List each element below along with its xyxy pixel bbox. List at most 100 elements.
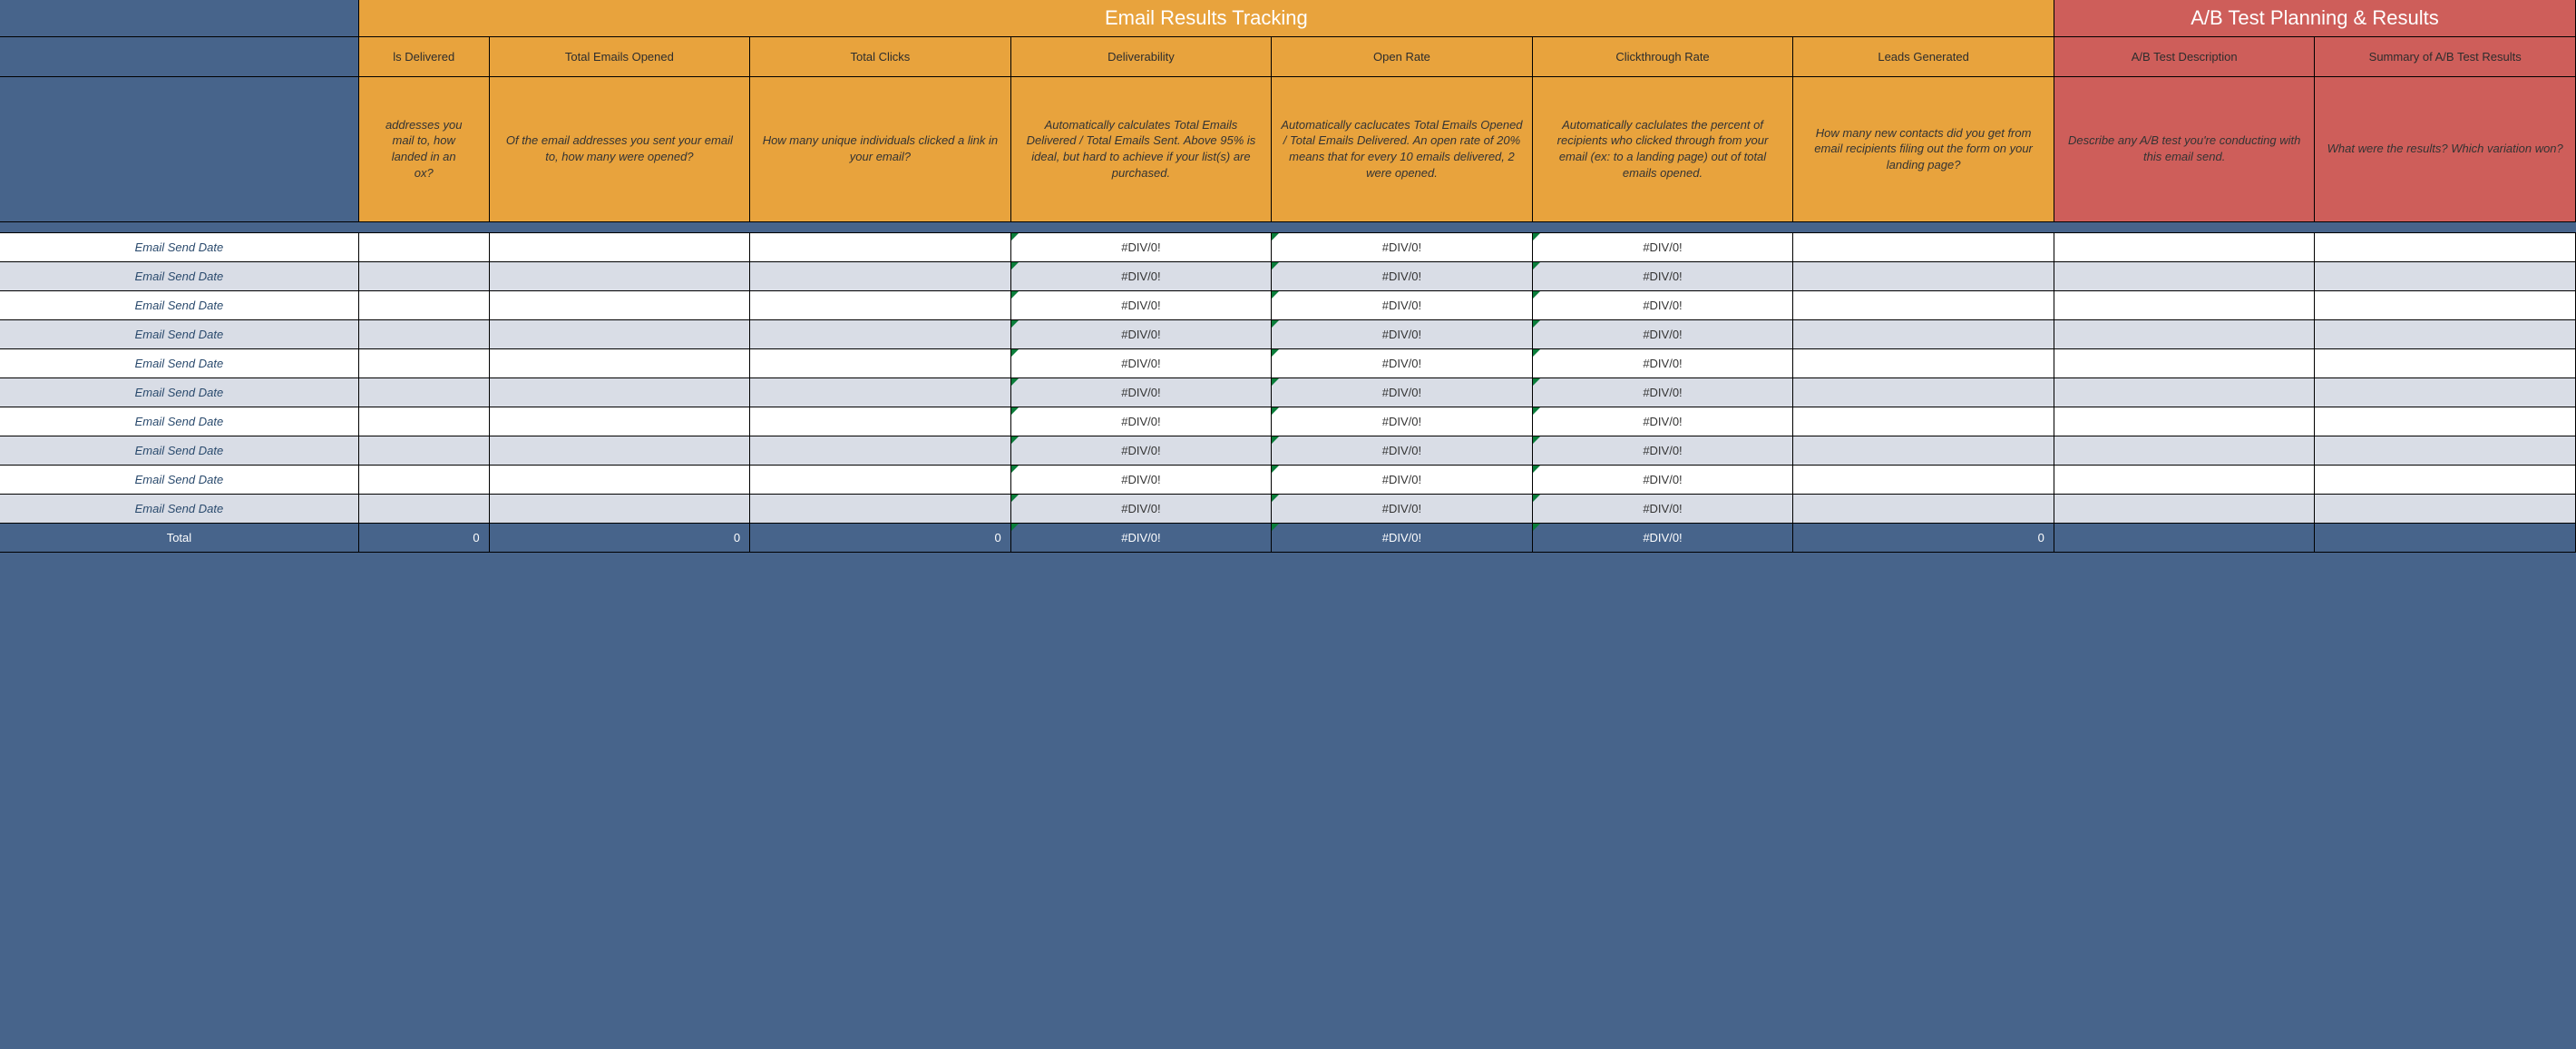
cell-ctr[interactable]: #DIV/0!	[1532, 348, 1793, 377]
desc-clicks[interactable]: How many unique individuals clicked a li…	[750, 76, 1011, 221]
cell-leads[interactable]	[1793, 232, 2054, 261]
cell-clicks[interactable]	[750, 232, 1011, 261]
cell-deliverability[interactable]: #DIV/0!	[1010, 319, 1272, 348]
desc-ab-desc[interactable]: Describe any A/B test you're conducting …	[2054, 76, 2315, 221]
cell-opened[interactable]	[489, 348, 750, 377]
cell-opened[interactable]	[489, 319, 750, 348]
cell-open-rate[interactable]: #DIV/0!	[1272, 232, 1533, 261]
header-ab-desc[interactable]: A/B Test Description	[2054, 36, 2315, 76]
cell-deliverability[interactable]: #DIV/0!	[1010, 407, 1272, 436]
blank-cell[interactable]	[0, 36, 358, 76]
cell-ab-desc[interactable]	[2054, 436, 2315, 465]
row-label[interactable]: Email Send Date	[0, 348, 358, 377]
cell-leads[interactable]	[1793, 465, 2054, 494]
desc-delivered[interactable]: addresses you mail to, how landed in an …	[358, 76, 489, 221]
cell-ab-desc[interactable]	[2054, 377, 2315, 407]
total-ctr[interactable]: #DIV/0!	[1532, 523, 1793, 552]
cell-deliverability[interactable]: #DIV/0!	[1010, 348, 1272, 377]
cell-ab-summary[interactable]	[2315, 232, 2576, 261]
cell-ab-summary[interactable]	[2315, 319, 2576, 348]
header-leads[interactable]: Leads Generated	[1793, 36, 2054, 76]
section-title-tracking[interactable]: Email Results Tracking	[358, 0, 2054, 36]
cell-open-rate[interactable]: #DIV/0!	[1272, 377, 1533, 407]
desc-ab-summary[interactable]: What were the results? Which variation w…	[2315, 76, 2576, 221]
blank-cell[interactable]	[0, 76, 358, 221]
cell-delivered[interactable]	[358, 494, 489, 523]
cell-ab-desc[interactable]	[2054, 261, 2315, 290]
cell-leads[interactable]	[1793, 407, 2054, 436]
cell-open-rate[interactable]: #DIV/0!	[1272, 348, 1533, 377]
desc-opened[interactable]: Of the email addresses you sent your ema…	[489, 76, 750, 221]
cell-open-rate[interactable]: #DIV/0!	[1272, 290, 1533, 319]
row-label[interactable]: Email Send Date	[0, 290, 358, 319]
total-open-rate[interactable]: #DIV/0!	[1272, 523, 1533, 552]
cell-delivered[interactable]	[358, 377, 489, 407]
desc-open-rate[interactable]: Automatically caclucates Total Emails Op…	[1272, 76, 1533, 221]
cell-ab-desc[interactable]	[2054, 494, 2315, 523]
cell-leads[interactable]	[1793, 377, 2054, 407]
cell-deliverability[interactable]: #DIV/0!	[1010, 261, 1272, 290]
header-ab-summary[interactable]: Summary of A/B Test Results	[2315, 36, 2576, 76]
cell-opened[interactable]	[489, 290, 750, 319]
row-label[interactable]: Email Send Date	[0, 377, 358, 407]
cell-opened[interactable]	[489, 407, 750, 436]
cell-ctr[interactable]: #DIV/0!	[1532, 465, 1793, 494]
total-label[interactable]: Total	[0, 523, 358, 552]
header-delivered[interactable]: ls Delivered	[358, 36, 489, 76]
cell-ab-desc[interactable]	[2054, 465, 2315, 494]
header-ctr[interactable]: Clickthrough Rate	[1532, 36, 1793, 76]
cell-delivered[interactable]	[358, 232, 489, 261]
cell-opened[interactable]	[489, 232, 750, 261]
cell-ctr[interactable]: #DIV/0!	[1532, 232, 1793, 261]
cell-ctr[interactable]: #DIV/0!	[1532, 494, 1793, 523]
header-deliverability[interactable]: Deliverability	[1010, 36, 1272, 76]
row-label[interactable]: Email Send Date	[0, 407, 358, 436]
cell-ab-desc[interactable]	[2054, 290, 2315, 319]
cell-opened[interactable]	[489, 465, 750, 494]
cell-clicks[interactable]	[750, 377, 1011, 407]
cell-clicks[interactable]	[750, 290, 1011, 319]
total-deliverability[interactable]: #DIV/0!	[1010, 523, 1272, 552]
cell-deliverability[interactable]: #DIV/0!	[1010, 494, 1272, 523]
header-opened[interactable]: Total Emails Opened	[489, 36, 750, 76]
cell-opened[interactable]	[489, 261, 750, 290]
cell-clicks[interactable]	[750, 407, 1011, 436]
desc-ctr[interactable]: Automatically caclulates the percent of …	[1532, 76, 1793, 221]
cell-deliverability[interactable]: #DIV/0!	[1010, 290, 1272, 319]
cell-ab-summary[interactable]	[2315, 290, 2576, 319]
cell-ab-desc[interactable]	[2054, 232, 2315, 261]
cell-ab-summary[interactable]	[2315, 261, 2576, 290]
cell-open-rate[interactable]: #DIV/0!	[1272, 319, 1533, 348]
total-ab-desc[interactable]	[2054, 523, 2315, 552]
cell-delivered[interactable]	[358, 465, 489, 494]
tracking-table[interactable]: Email Results Tracking A/B Test Planning…	[0, 0, 2576, 553]
cell-deliverability[interactable]: #DIV/0!	[1010, 436, 1272, 465]
cell-delivered[interactable]	[358, 290, 489, 319]
cell-clicks[interactable]	[750, 465, 1011, 494]
row-label[interactable]: Email Send Date	[0, 232, 358, 261]
cell-ab-summary[interactable]	[2315, 407, 2576, 436]
total-ab-summary[interactable]	[2315, 523, 2576, 552]
cell-ctr[interactable]: #DIV/0!	[1532, 377, 1793, 407]
cell-ab-summary[interactable]	[2315, 494, 2576, 523]
total-leads[interactable]: 0	[1793, 523, 2054, 552]
cell-open-rate[interactable]: #DIV/0!	[1272, 261, 1533, 290]
total-delivered[interactable]: 0	[358, 523, 489, 552]
cell-open-rate[interactable]: #DIV/0!	[1272, 436, 1533, 465]
cell-ab-desc[interactable]	[2054, 407, 2315, 436]
cell-deliverability[interactable]: #DIV/0!	[1010, 232, 1272, 261]
row-label[interactable]: Email Send Date	[0, 319, 358, 348]
cell-opened[interactable]	[489, 494, 750, 523]
row-label[interactable]: Email Send Date	[0, 261, 358, 290]
cell-ctr[interactable]: #DIV/0!	[1532, 319, 1793, 348]
row-label[interactable]: Email Send Date	[0, 465, 358, 494]
header-open-rate[interactable]: Open Rate	[1272, 36, 1533, 76]
cell-ctr[interactable]: #DIV/0!	[1532, 261, 1793, 290]
total-clicks[interactable]: 0	[750, 523, 1011, 552]
cell-clicks[interactable]	[750, 319, 1011, 348]
cell-ab-summary[interactable]	[2315, 348, 2576, 377]
cell-ab-summary[interactable]	[2315, 377, 2576, 407]
cell-deliverability[interactable]: #DIV/0!	[1010, 465, 1272, 494]
cell-delivered[interactable]	[358, 436, 489, 465]
cell-ctr[interactable]: #DIV/0!	[1532, 290, 1793, 319]
